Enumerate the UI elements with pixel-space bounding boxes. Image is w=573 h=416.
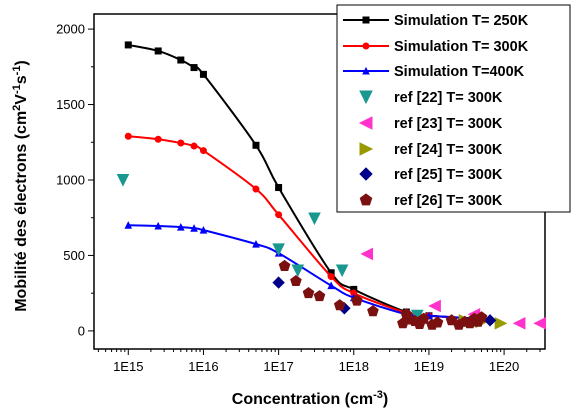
data-point	[252, 185, 260, 193]
data-point	[190, 224, 198, 232]
data-point	[335, 264, 349, 278]
data-point	[275, 211, 283, 219]
legend-item: ref [25] T= 300K	[359, 167, 503, 183]
x-axis-ticks: 1E15 1E16 1E17 1E18 1E19 1E20	[97, 349, 541, 374]
series-layer	[116, 41, 546, 330]
data-point	[313, 290, 326, 302]
series-4	[116, 173, 424, 323]
data-point	[428, 299, 441, 313]
legend-marker	[362, 42, 370, 50]
x-axis-title: Concentration (cm-3)	[232, 389, 388, 408]
legend-label: ref [22] T= 300K	[394, 90, 503, 106]
legend-label: Simulation T=400K	[394, 64, 525, 80]
data-point	[199, 147, 207, 155]
legend-item: Simulation T= 250K	[343, 13, 529, 29]
data-point	[512, 317, 526, 330]
data-point	[116, 173, 130, 187]
legend-label: Simulation T= 300K	[394, 39, 529, 55]
data-point	[275, 184, 283, 192]
data-point	[291, 264, 305, 278]
y-tick-label: 1500	[56, 97, 85, 112]
data-point	[333, 299, 346, 311]
data-point	[177, 139, 185, 147]
data-point	[302, 287, 315, 299]
legend-item: ref [24] T= 300K	[359, 142, 503, 158]
data-point	[308, 212, 321, 226]
legend-marker	[359, 90, 373, 105]
legend-marker	[359, 142, 374, 156]
y-tick-label: 1000	[56, 172, 85, 187]
data-point	[272, 276, 285, 289]
data-point	[351, 294, 363, 306]
data-point	[290, 274, 302, 287]
data-point	[124, 221, 133, 229]
data-point	[199, 225, 208, 234]
legend-item: ref [23] T= 300K	[358, 116, 503, 132]
y-tick-label: 2000	[56, 22, 85, 37]
data-point	[533, 317, 546, 330]
y-axis-ticks: 0 500 1000 1500 2000	[56, 22, 94, 338]
data-point	[154, 221, 162, 230]
x-tick-label: 1E18	[339, 359, 369, 374]
data-point	[417, 312, 430, 324]
data-point	[327, 281, 335, 290]
data-point	[360, 247, 374, 261]
data-point	[190, 142, 198, 150]
legend-marker	[362, 16, 370, 24]
data-point	[190, 64, 198, 72]
data-point	[272, 243, 285, 257]
x-tick-label: 1E20	[489, 359, 519, 374]
series-5	[360, 247, 546, 330]
legend-marker	[359, 167, 373, 181]
legend-label: Simulation T= 250K	[394, 13, 529, 29]
data-point	[367, 305, 379, 317]
x-tick-label: 1E16	[188, 359, 218, 374]
data-point	[199, 70, 207, 78]
data-point	[431, 316, 444, 328]
data-point	[124, 132, 132, 140]
legend-label: ref [26] T= 300K	[394, 193, 503, 209]
legend-marker	[362, 66, 370, 75]
series-8	[278, 259, 488, 330]
legend-marker	[358, 116, 373, 130]
legend: Simulation T= 250K Simulation T= 300K Simu…	[336, 4, 571, 213]
data-point	[494, 317, 508, 330]
x-tick-label: 1E17	[263, 359, 293, 374]
legend-item: ref [26] T= 300K	[359, 193, 503, 209]
data-point	[327, 273, 335, 281]
data-point	[278, 259, 291, 271]
y-axis-title: Mobilité des électrons (cm2V-1s-1)	[11, 60, 30, 312]
y-tick-label: 500	[63, 248, 85, 263]
data-point	[154, 47, 162, 55]
legend-item: Simulation T=400K	[343, 64, 525, 80]
series-line	[128, 224, 482, 320]
y-tick-label: 0	[78, 323, 85, 338]
data-point	[252, 141, 260, 149]
legend-item: ref [22] T= 300K	[359, 90, 503, 106]
data-point	[483, 314, 497, 327]
data-point	[124, 41, 132, 49]
series-7	[272, 276, 497, 327]
legend-item: Simulation T= 300K	[343, 39, 529, 55]
data-point	[177, 56, 185, 64]
x-tick-label: 1E15	[113, 359, 143, 374]
legend-label: ref [24] T= 300K	[394, 142, 503, 158]
legend-label: ref [23] T= 300K	[394, 116, 503, 132]
data-point	[475, 311, 488, 323]
x-tick-label: 1E19	[414, 359, 444, 374]
legend-label: ref [25] T= 300K	[394, 167, 503, 183]
data-point	[154, 135, 162, 143]
data-point	[177, 222, 185, 231]
legend-box	[336, 4, 571, 213]
legend-marker	[359, 193, 373, 206]
data-point	[252, 240, 260, 248]
